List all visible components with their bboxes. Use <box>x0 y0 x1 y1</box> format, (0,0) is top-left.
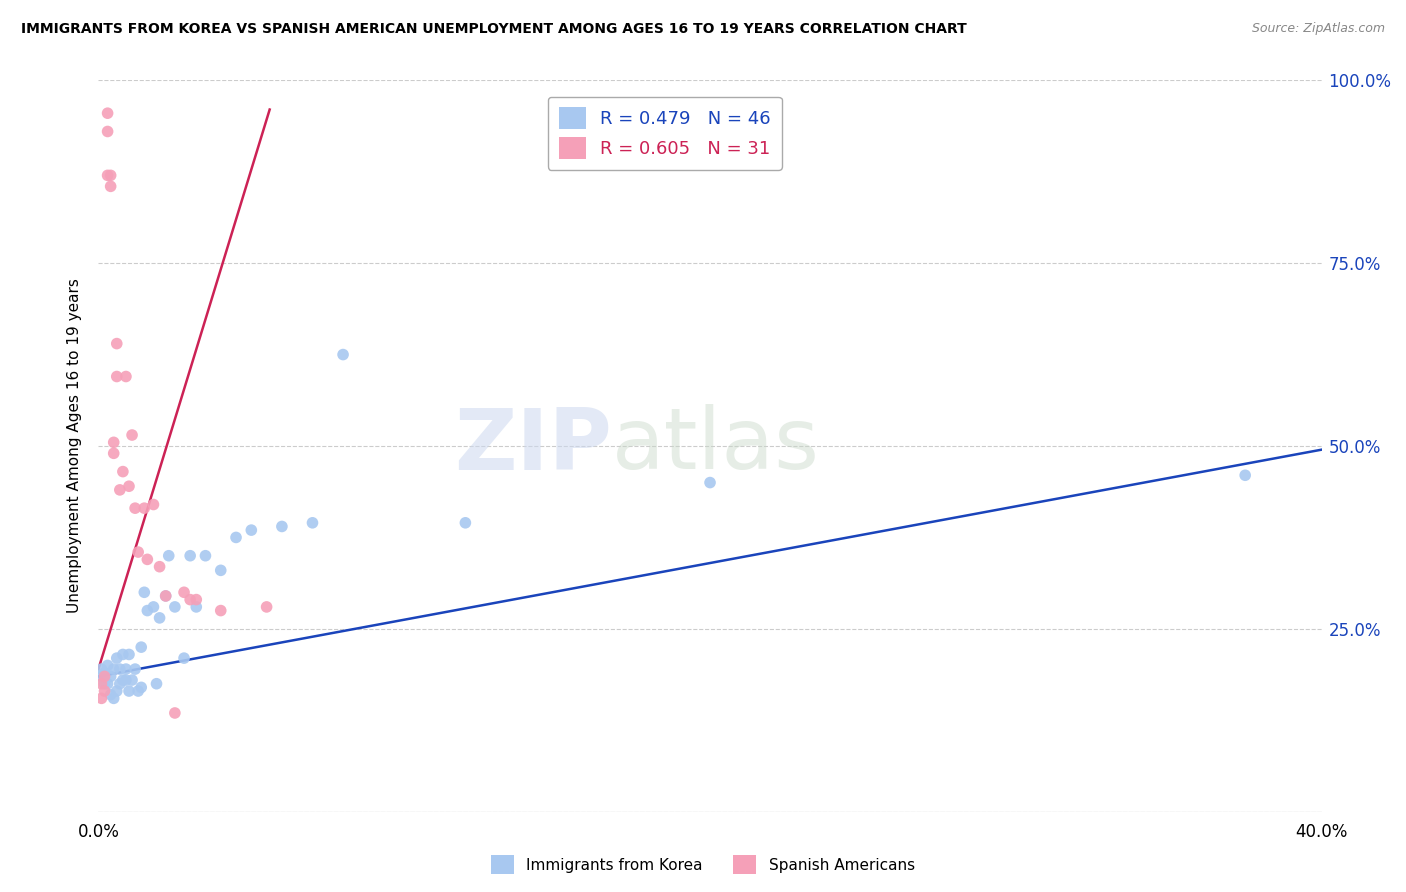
Point <box>93 676 115 690</box>
Point <box>332 347 354 362</box>
Point <box>173 585 195 599</box>
Point <box>155 589 177 603</box>
Point <box>118 648 141 662</box>
Point <box>136 603 159 617</box>
Point <box>108 483 131 497</box>
Point <box>142 599 165 614</box>
Y-axis label: Unemployment Among Ages 16 to 19 years: Unemployment Among Ages 16 to 19 years <box>67 278 83 614</box>
Point <box>699 475 721 490</box>
Point <box>149 611 172 625</box>
Point <box>118 684 141 698</box>
Point <box>105 369 128 384</box>
Point <box>163 599 186 614</box>
Point <box>97 106 120 120</box>
Point <box>149 559 172 574</box>
Point <box>1234 468 1257 483</box>
Point <box>90 669 112 683</box>
Point <box>100 169 122 183</box>
Point <box>105 684 128 698</box>
Point <box>142 498 165 512</box>
Point <box>127 545 149 559</box>
Point <box>97 676 120 690</box>
Point <box>105 336 128 351</box>
Point <box>97 169 120 183</box>
Text: atlas: atlas <box>612 404 820 488</box>
Point <box>270 519 292 533</box>
Point <box>186 599 208 614</box>
Point <box>145 676 167 690</box>
Point <box>134 585 156 599</box>
Point <box>240 523 263 537</box>
Point <box>97 124 120 138</box>
Point <box>124 501 146 516</box>
Point <box>105 651 128 665</box>
Point <box>103 435 125 450</box>
Point <box>115 673 138 687</box>
Text: IMMIGRANTS FROM KOREA VS SPANISH AMERICAN UNEMPLOYMENT AMONG AGES 16 TO 19 YEARS: IMMIGRANTS FROM KOREA VS SPANISH AMERICA… <box>21 22 967 37</box>
Point <box>256 599 278 614</box>
Point <box>173 651 195 665</box>
Point <box>115 369 138 384</box>
Point <box>103 691 125 706</box>
Point <box>100 179 122 194</box>
Point <box>118 479 141 493</box>
Point <box>90 676 112 690</box>
Point <box>121 673 143 687</box>
Point <box>155 589 177 603</box>
Point <box>186 592 208 607</box>
Point <box>225 530 247 544</box>
Point <box>111 465 134 479</box>
Point <box>97 658 120 673</box>
Point <box>157 549 180 563</box>
Point <box>129 681 152 695</box>
Point <box>115 662 138 676</box>
Point <box>209 603 232 617</box>
Point <box>93 669 115 683</box>
Text: ZIP: ZIP <box>454 404 612 488</box>
Point <box>103 662 125 676</box>
Point <box>108 676 131 690</box>
Point <box>194 549 217 563</box>
Legend: R = 0.479   N = 46, R = 0.605   N = 31: R = 0.479 N = 46, R = 0.605 N = 31 <box>548 96 782 169</box>
Point <box>93 684 115 698</box>
Point <box>129 640 152 655</box>
Point <box>134 501 156 516</box>
Point <box>127 684 149 698</box>
Text: Source: ZipAtlas.com: Source: ZipAtlas.com <box>1251 22 1385 36</box>
Point <box>90 662 112 676</box>
Point <box>111 673 134 687</box>
Point <box>93 665 115 680</box>
Point <box>90 691 112 706</box>
Point <box>124 662 146 676</box>
Point <box>301 516 323 530</box>
Point <box>179 549 201 563</box>
Point <box>121 428 143 442</box>
Point <box>103 446 125 460</box>
Point <box>111 648 134 662</box>
Point <box>163 706 186 720</box>
Point <box>179 592 201 607</box>
Legend: Immigrants from Korea, Spanish Americans: Immigrants from Korea, Spanish Americans <box>485 849 921 880</box>
Point <box>100 688 122 702</box>
Point <box>454 516 477 530</box>
Point <box>108 662 131 676</box>
Point <box>100 669 122 683</box>
Point <box>209 563 232 577</box>
Point <box>136 552 159 566</box>
